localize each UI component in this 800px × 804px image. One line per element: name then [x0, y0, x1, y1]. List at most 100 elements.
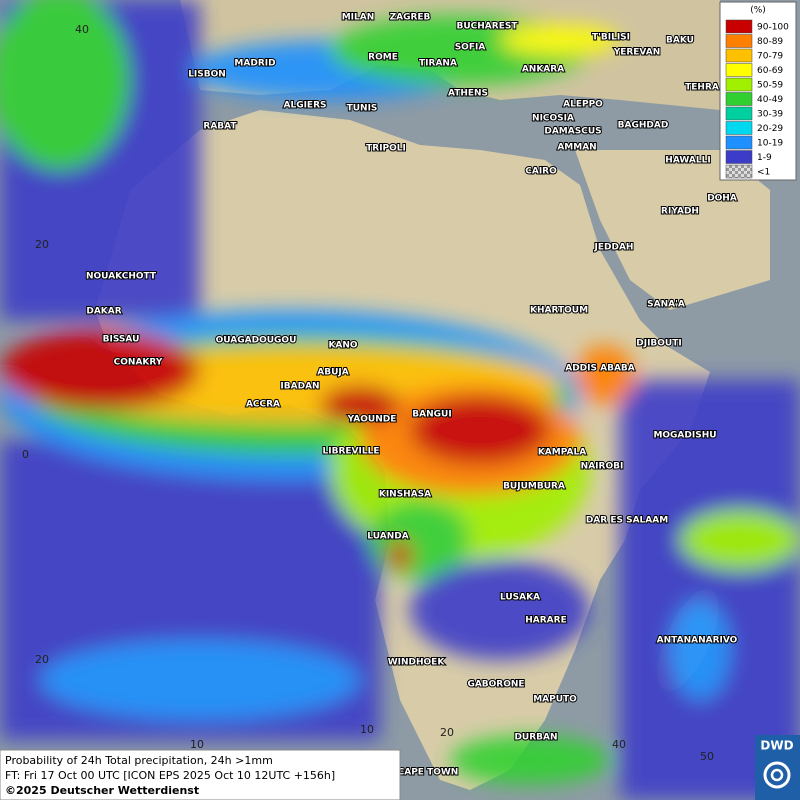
city-label: DOHA — [707, 194, 737, 204]
legend-label: 20-29 — [757, 124, 783, 134]
longitude-label: 10 — [190, 738, 204, 751]
city-label: TIRANA — [419, 59, 457, 69]
city-label: BAGHDAD — [618, 121, 669, 131]
city-label: ZAGREB — [390, 13, 431, 23]
city-label: KAMPALA — [538, 448, 586, 458]
city-label: NOUAKCHOTT — [86, 272, 157, 282]
legend-unit: (%) — [750, 6, 766, 16]
legend-label: 40-49 — [757, 95, 783, 105]
city-label: NAIROBI — [581, 462, 624, 472]
city-label: MADRID — [234, 59, 275, 69]
longitude-label: 20 — [440, 726, 454, 739]
city-label: ALGIERS — [284, 101, 327, 111]
city-label: TRIPOLI — [366, 144, 406, 154]
city-label: ACCRA — [246, 400, 280, 410]
city-label: CAIRO — [525, 167, 557, 177]
city-label: HAWALLI — [665, 156, 710, 166]
legend-swatch — [725, 150, 753, 164]
legend-swatch — [725, 77, 753, 92]
footer-line: ©2025 Deutscher Wetterdienst — [5, 784, 199, 797]
city-label: JEDDAH — [594, 243, 634, 253]
legend-label: 50-59 — [757, 81, 783, 91]
city-label: OUAGADOUGOU — [216, 336, 297, 346]
city-label: CAPE TOWN — [398, 768, 459, 778]
legend-swatch — [725, 106, 753, 121]
city-label: ADDIS ABABA — [565, 364, 635, 374]
city-label: MILAN — [342, 13, 375, 23]
city-label: TUNIS — [347, 104, 378, 114]
longitude-label: 40 — [612, 738, 626, 751]
legend-label: 70-79 — [757, 52, 783, 62]
legend-label: 10-19 — [757, 139, 783, 149]
footer-line: Probability of 24h Total precipitation, … — [5, 754, 273, 767]
city-label: T'BILISI — [592, 33, 630, 43]
city-label: KANO — [328, 341, 357, 351]
city-label: CONAKRY — [114, 358, 163, 368]
latitude-label: 20 — [35, 653, 49, 666]
city-label: LISBON — [188, 70, 226, 80]
logo-text: DWD — [760, 739, 793, 753]
city-label: ABUJA — [317, 368, 348, 378]
legend-label: 60-69 — [757, 66, 783, 76]
city-label: BUCHAREST — [457, 22, 519, 32]
city-label: RIYADH — [661, 207, 699, 217]
latitude-label: 40 — [75, 23, 89, 36]
city-label: DAKAR — [86, 307, 121, 317]
legend: (%) 90-100 80-89 70-79 60-69 50-59 40-49 30-39… — [719, 1, 797, 181]
city-label: DAMASCUS — [544, 127, 601, 137]
city-label: MOGADISHU — [653, 431, 716, 441]
city-label: SOFIA — [455, 43, 486, 53]
legend-swatch — [725, 19, 753, 34]
legend-swatch — [725, 164, 753, 179]
city-label: LIBREVILLE — [323, 447, 380, 457]
city-label: TEHRA — [685, 83, 719, 93]
latitude-label: 0 — [22, 448, 29, 461]
city-label: HARARE — [525, 616, 566, 626]
legend-swatch — [725, 63, 753, 77]
city-label: IBADAN — [280, 382, 319, 392]
footer-line: FT: Fri 17 Oct 00 UTC [ICON EPS 2025 Oct… — [5, 769, 335, 782]
city-label: NICOSIA — [532, 114, 574, 124]
city-label: ATHENS — [448, 89, 488, 99]
legend-swatch — [725, 121, 753, 135]
city-label: BAKU — [666, 36, 694, 46]
city-label: KHARTOUM — [530, 306, 588, 316]
legend-swatch — [725, 34, 753, 48]
city-label: ALEPPO — [563, 100, 603, 110]
city-label: DAR ES SALAAM — [586, 516, 668, 526]
city-label: DURBAN — [514, 733, 557, 743]
city-label: DJIBOUTI — [636, 339, 681, 349]
legend-swatch — [725, 92, 753, 106]
city-label: RABAT — [203, 122, 237, 132]
city-label: BANGUI — [412, 410, 451, 420]
city-label: MAPUTO — [533, 695, 577, 705]
city-label: AMMAN — [557, 143, 596, 153]
legend-label: 1-9 — [757, 153, 772, 163]
legend-swatch — [725, 135, 753, 150]
latitude-label: 20 — [35, 238, 49, 251]
city-label: YAOUNDE — [347, 415, 397, 425]
legend-label: <1 — [757, 168, 770, 178]
labels: MILAN ZAGREB BUCHAREST T'BILISI BAKU MADRID RO… — [22, 12, 739, 779]
longitude-label: 50 — [700, 750, 714, 763]
city-label: ANTANANARIVO — [657, 636, 738, 646]
city-label: ANKARA — [522, 65, 564, 75]
city-label: WINDHOEK — [388, 658, 446, 668]
city-label: BUJUMBURA — [503, 482, 565, 492]
city-label: YEREVAN — [613, 48, 661, 58]
legend-label: 80-89 — [757, 37, 783, 47]
legend-label: 90-100 — [757, 23, 789, 33]
logo: DWD — [755, 735, 800, 800]
longitude-label: 10 — [360, 723, 374, 736]
city-label: GABORONE — [467, 680, 524, 690]
city-label: LUANDA — [367, 532, 408, 542]
city-label: KINSHASA — [379, 490, 431, 500]
footer: Probability of 24h Total precipitation, … — [0, 749, 401, 801]
legend-swatch — [725, 48, 753, 63]
city-label: ROME — [368, 53, 398, 63]
legend-label: 30-39 — [757, 110, 783, 120]
city-label: BISSAU — [103, 335, 140, 345]
city-label: LUSAKA — [500, 593, 540, 603]
